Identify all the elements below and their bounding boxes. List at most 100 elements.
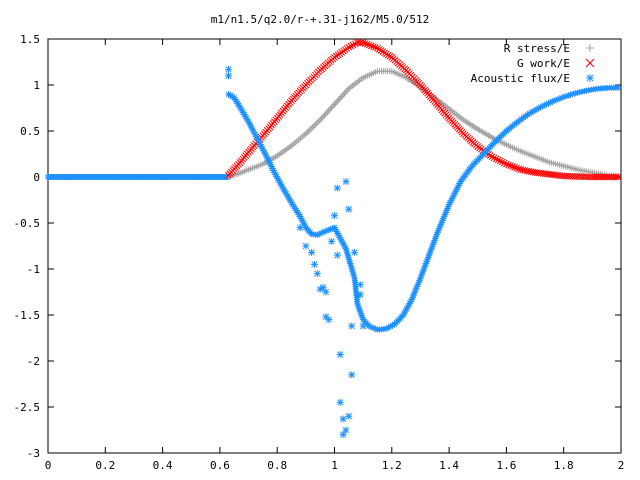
legend-label: G work/E <box>517 57 570 70</box>
legend: R stress/E G work/E Acoustic flux/E <box>471 42 595 85</box>
data-point <box>345 205 353 213</box>
data-point <box>612 173 620 181</box>
data-point <box>313 270 321 278</box>
y-tick-label: -1 <box>27 263 40 276</box>
series-layer <box>45 39 622 439</box>
data-point <box>359 322 367 330</box>
data-point <box>322 288 330 296</box>
x-tick-label: 1.2 <box>382 459 402 472</box>
series-acoustic-flux-e <box>224 65 622 439</box>
data-point <box>615 84 622 91</box>
data-point <box>336 351 344 359</box>
data-point <box>307 126 314 133</box>
data-point <box>585 58 595 68</box>
data-point <box>586 44 594 52</box>
data-point <box>361 40 369 47</box>
data-point <box>319 283 327 291</box>
data-point <box>339 415 347 423</box>
data-point <box>309 124 316 131</box>
data-point <box>302 242 310 250</box>
data-point <box>494 156 502 164</box>
data-point <box>344 87 351 94</box>
y-tick-label: -3 <box>27 447 40 460</box>
data-point <box>342 426 350 434</box>
data-point <box>332 99 339 106</box>
x-tick-label: 0.4 <box>153 459 173 472</box>
x-tick-label: 1.6 <box>496 459 516 472</box>
data-point <box>224 72 232 80</box>
data-point <box>359 39 367 47</box>
y-tick-label: 0.5 <box>20 125 40 138</box>
data-point <box>333 251 341 259</box>
data-point <box>356 291 364 299</box>
data-point <box>370 43 377 50</box>
series-zero-segment <box>45 174 231 180</box>
data-point <box>296 224 304 232</box>
data-point <box>348 371 356 379</box>
data-point <box>492 155 500 163</box>
tick-layer: 0 0.2 0.4 0.6 0.8 1 1.2 1.4 1.6 1.8 2 1.5 1 0.5 0 -0.5 -… <box>14 33 625 472</box>
data-point <box>304 129 311 136</box>
data-point <box>586 74 594 82</box>
y-tick-label: -1.5 <box>14 309 41 322</box>
data-point <box>338 93 345 100</box>
data-point <box>322 313 330 321</box>
data-point <box>498 158 506 166</box>
data-point <box>325 107 332 114</box>
data-point <box>324 109 331 116</box>
data-point <box>328 237 336 245</box>
data-point <box>312 121 319 128</box>
y-tick-label: 1.5 <box>20 33 40 46</box>
data-point <box>224 65 232 73</box>
x-tick-label: 1.4 <box>439 459 459 472</box>
x-tick-label: 1.8 <box>554 459 574 472</box>
data-point <box>372 44 379 51</box>
data-point <box>367 42 375 50</box>
data-point <box>313 120 320 127</box>
data-point <box>501 159 508 167</box>
chart-title: m1/n1.5/q2.0/r-+.31-j162/M5.0/512 <box>211 13 430 26</box>
data-point <box>317 116 324 123</box>
data-point <box>318 115 325 122</box>
x-tick-label: 0.8 <box>267 459 287 472</box>
data-point <box>333 184 341 192</box>
x-tick-label: 0.6 <box>210 459 230 472</box>
x-tick-label: 0 <box>45 459 52 472</box>
data-point <box>310 123 317 130</box>
data-point <box>488 153 496 161</box>
y-tick-label: 0 <box>33 171 40 184</box>
data-point <box>511 163 518 171</box>
data-point <box>515 165 523 173</box>
y-tick-label: 1 <box>33 79 40 92</box>
x-tick-label: 0.2 <box>95 459 115 472</box>
data-point <box>325 316 333 324</box>
data-point <box>337 95 344 102</box>
data-point <box>334 98 341 105</box>
data-point <box>363 40 371 48</box>
data-point <box>306 127 313 134</box>
x-tick-label: 2 <box>618 459 625 472</box>
data-point <box>328 104 335 111</box>
data-point <box>335 96 342 103</box>
data-point <box>331 212 338 220</box>
y-tick-label: -2.5 <box>14 401 41 414</box>
data-point <box>615 173 622 180</box>
data-point <box>345 412 353 420</box>
data-point <box>342 88 349 95</box>
data-point <box>357 39 365 47</box>
data-point <box>330 102 337 109</box>
data-point <box>310 260 318 268</box>
data-point <box>322 110 329 117</box>
legend-label: R stress/E <box>504 42 570 55</box>
data-point <box>327 106 334 113</box>
data-point <box>496 157 504 165</box>
y-tick-label: -2 <box>27 355 40 368</box>
data-point <box>507 162 514 170</box>
data-point <box>503 160 510 168</box>
x-tick-label: 1 <box>331 459 338 472</box>
data-point <box>315 118 322 125</box>
data-point <box>614 173 622 181</box>
data-point <box>365 41 373 49</box>
data-point <box>308 248 316 256</box>
